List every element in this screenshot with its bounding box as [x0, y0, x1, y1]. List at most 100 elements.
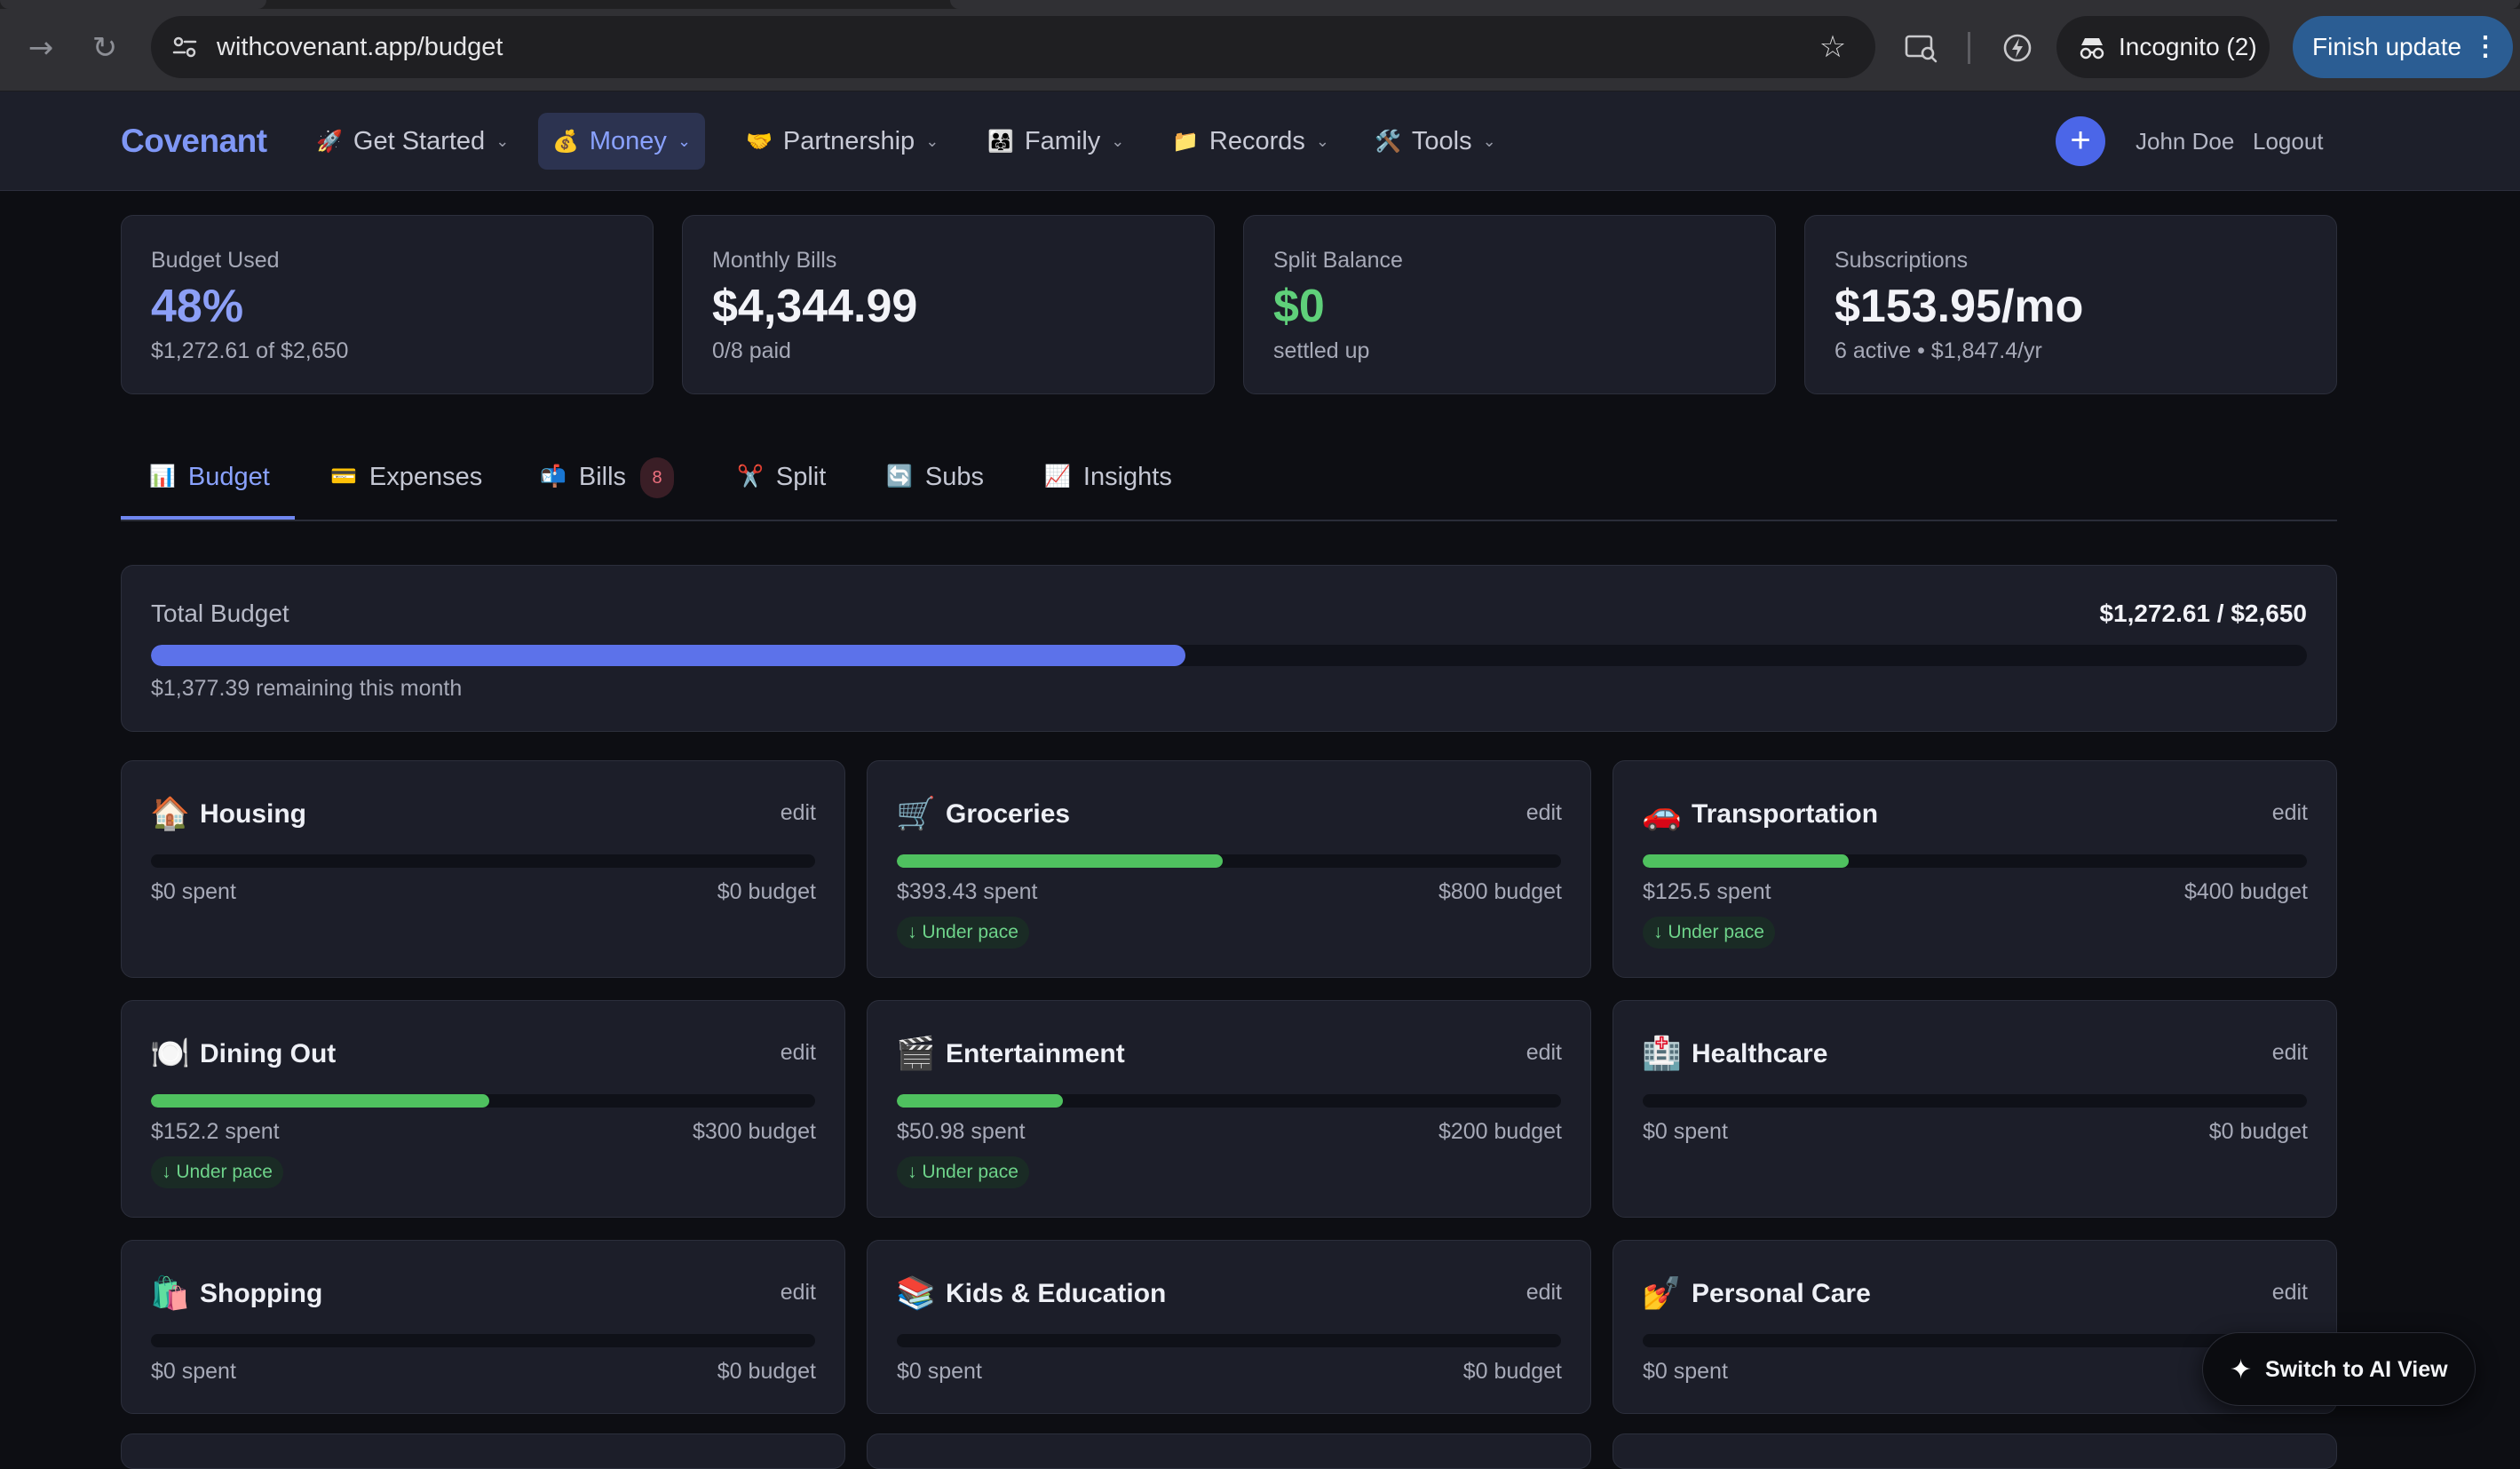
category-name: Groceries [946, 799, 1071, 829]
shopping-bags-icon: 🛍️ [150, 1275, 190, 1312]
nav-family[interactable]: 👨‍👩‍👧 Family ⌄ [973, 113, 1138, 170]
category-card-healthcare: 🏥 Healthcare edit $0 spent $0 budget [1613, 1000, 2337, 1218]
tab-label: Expenses [368, 463, 483, 491]
chevron-down-icon: ⌄ [1315, 131, 1329, 150]
performance-icon[interactable] [1998, 28, 2037, 67]
tools-icon: 🛠️ [1375, 129, 1401, 154]
category-spent: $393.43 spent [897, 879, 1038, 904]
category-progress-fill [897, 1094, 1063, 1108]
category-card-shopping: 🛍️ Shopping edit $0 spent $0 budget [121, 1240, 845, 1414]
tabs-divider [121, 520, 2337, 521]
category-budget: $0 budget [1462, 1359, 1562, 1384]
category-spent: $50.98 spent [897, 1119, 1026, 1144]
category-card-groceries: 🛒 Groceries edit $393.43 spent $800 budg… [867, 760, 1591, 978]
app-logo[interactable]: Covenant [121, 123, 267, 159]
tab-expenses[interactable]: 💳 Expenses [330, 449, 482, 520]
chevron-down-icon: ⌄ [925, 131, 939, 150]
tab-bills[interactable]: 📬 Bills 8 [540, 449, 675, 520]
nav-money[interactable]: 💰 Money ⌄ [538, 113, 706, 170]
nav-label: Get Started [353, 126, 486, 155]
tab-budget[interactable]: 📊 Budget [149, 449, 270, 520]
reload-icon[interactable]: ↻ [91, 30, 118, 66]
category-card-transportation: 🚗 Transportation edit $125.5 spent $400 … [1613, 760, 2337, 978]
tab-label: Bills [578, 463, 627, 491]
rocket-icon: 🚀 [316, 129, 343, 154]
category-spent: $0 spent [897, 1359, 982, 1384]
nav-tools[interactable]: 🛠️ Tools ⌄ [1360, 113, 1510, 170]
chevron-down-icon: ⌄ [1111, 131, 1125, 150]
category-card-partial [121, 1433, 845, 1469]
category-name: Housing [200, 799, 306, 829]
category-name: Entertainment [946, 1039, 1125, 1068]
stat-subtitle: $1,272.61 of $2,650 [151, 338, 349, 363]
stat-subtitle: 6 active • $1,847.4/yr [1835, 338, 2042, 363]
hospital-icon: 🏥 [1642, 1036, 1682, 1072]
category-progress-track [1643, 854, 2307, 868]
edit-link[interactable]: edit [2271, 1280, 2308, 1305]
total-budget-title: Total Budget [151, 600, 289, 627]
stat-value: $4,344.99 [712, 281, 918, 332]
address-bar[interactable]: withcovenant.app/budget ☆ [151, 16, 1875, 78]
category-progress-track [1643, 1094, 2307, 1108]
switch-to-ai-view-button[interactable]: ✦ Switch to AI View [2202, 1332, 2476, 1406]
add-button[interactable]: + [2056, 116, 2105, 166]
site-settings-icon[interactable] [169, 31, 201, 63]
stat-value: 48% [151, 281, 244, 332]
tab-split[interactable]: ✂️ Split [737, 449, 826, 520]
tab-strip-edge [950, 0, 2520, 9]
tab-label: Insights [1082, 463, 1172, 491]
edit-link[interactable]: edit [1525, 800, 1562, 825]
tab-insights[interactable]: 📈 Insights [1044, 449, 1172, 520]
stat-card-subscriptions: Subscriptions $153.95/mo 6 active • $1,8… [1804, 215, 2337, 394]
stat-title: Budget Used [151, 248, 280, 273]
incognito-indicator[interactable]: Incognito (2) [2056, 16, 2270, 78]
category-name: Personal Care [1692, 1279, 1871, 1308]
category-name: Dining Out [200, 1039, 337, 1068]
edit-link[interactable]: edit [1525, 1280, 1562, 1305]
edit-link[interactable]: edit [1525, 1040, 1562, 1065]
category-progress-track [151, 1334, 815, 1347]
edit-link[interactable]: edit [2271, 800, 2308, 825]
tab-subs[interactable]: 🔄 Subs [886, 449, 984, 520]
bookmark-star-icon[interactable]: ☆ [1819, 29, 1847, 65]
scissors-icon: ✂️ [737, 465, 764, 488]
chevron-down-icon: ⌄ [677, 131, 692, 150]
edit-link[interactable]: edit [2271, 1040, 2308, 1065]
stat-value: $153.95/mo [1835, 281, 2084, 332]
category-card-partial [867, 1433, 1591, 1469]
nav-records[interactable]: 📁 Records ⌄ [1158, 113, 1343, 170]
finish-update-button[interactable]: Finish update ⋮ [2293, 16, 2513, 78]
url-text[interactable]: withcovenant.app/budget [217, 33, 503, 61]
folder-icon: 📁 [1172, 129, 1199, 154]
logout-link[interactable]: Logout [2253, 128, 2324, 155]
money-bag-icon: 💰 [552, 129, 579, 154]
category-progress-fill [1643, 854, 1849, 868]
sparkle-icon: ✦ [2230, 1354, 2253, 1386]
user-name[interactable]: John Doe [2136, 128, 2235, 155]
car-icon: 🚗 [1642, 796, 1682, 832]
books-icon: 📚 [896, 1275, 936, 1312]
clapperboard-icon: 🎬 [896, 1036, 936, 1072]
nail-polish-icon: 💅 [1642, 1275, 1682, 1312]
nav-partnership[interactable]: 🤝 Partnership ⌄ [732, 113, 953, 170]
category-name: Healthcare [1692, 1039, 1828, 1068]
finish-update-label: Finish update [2312, 33, 2462, 60]
incognito-icon [2080, 38, 2104, 60]
total-budget-progress-track [151, 645, 2307, 666]
stat-card-monthly-bills: Monthly Bills $4,344.99 0/8 paid [682, 215, 1215, 394]
nav-label: Tools [1411, 126, 1472, 155]
house-icon: 🏠 [150, 796, 190, 832]
tab-search-icon[interactable] [1902, 28, 1941, 67]
edit-link[interactable]: edit [780, 800, 816, 825]
category-progress-track [1643, 1334, 2307, 1347]
nav-get-started[interactable]: 🚀 Get Started ⌄ [302, 113, 523, 170]
stat-subtitle: 0/8 paid [712, 338, 791, 363]
edit-link[interactable]: edit [780, 1040, 816, 1065]
nav-label: Family [1024, 126, 1101, 155]
forward-icon[interactable]: → [28, 30, 54, 66]
chrome-menu-icon[interactable]: ⋮ [2472, 32, 2499, 61]
edit-link[interactable]: edit [780, 1280, 816, 1305]
category-name: Kids & Education [946, 1279, 1167, 1308]
category-budget: $0 budget [2208, 1119, 2308, 1144]
switch-to-ai-view-label: Switch to AI View [2265, 1357, 2448, 1382]
